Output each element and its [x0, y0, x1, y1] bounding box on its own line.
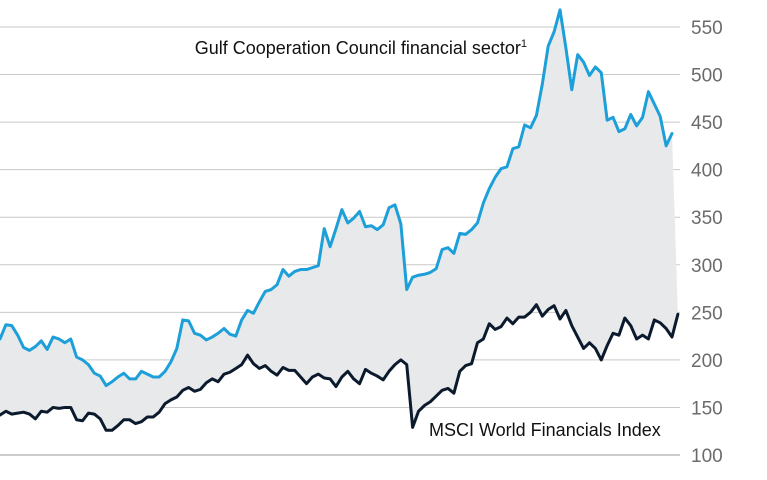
y-tick-label: 100 — [691, 446, 723, 467]
gcc-series-line — [0, 8, 674, 388]
y-tick-label: 550 — [691, 18, 723, 39]
y-tick-label: 500 — [691, 66, 723, 87]
gcc-footnote-marker: 1 — [521, 38, 527, 50]
y-tick-label: 300 — [691, 256, 723, 277]
y-tick-label: 150 — [691, 398, 723, 419]
series-lines — [0, 8, 680, 432]
msci-series-label: MSCI World Financials Index — [429, 420, 661, 440]
y-tick-label: 250 — [691, 303, 723, 324]
y-tick-label: 200 — [691, 351, 723, 372]
gcc-series-label: Gulf Cooperation Council financial secto… — [195, 38, 527, 58]
msci-series-line — [0, 303, 680, 432]
y-tick-label: 400 — [691, 161, 723, 182]
y-tick-label: 450 — [691, 113, 723, 134]
y-axis-tick-labels: 100 150 200 250 300 350 400 450 500 550 — [691, 18, 723, 467]
y-tick-label: 350 — [691, 208, 723, 229]
